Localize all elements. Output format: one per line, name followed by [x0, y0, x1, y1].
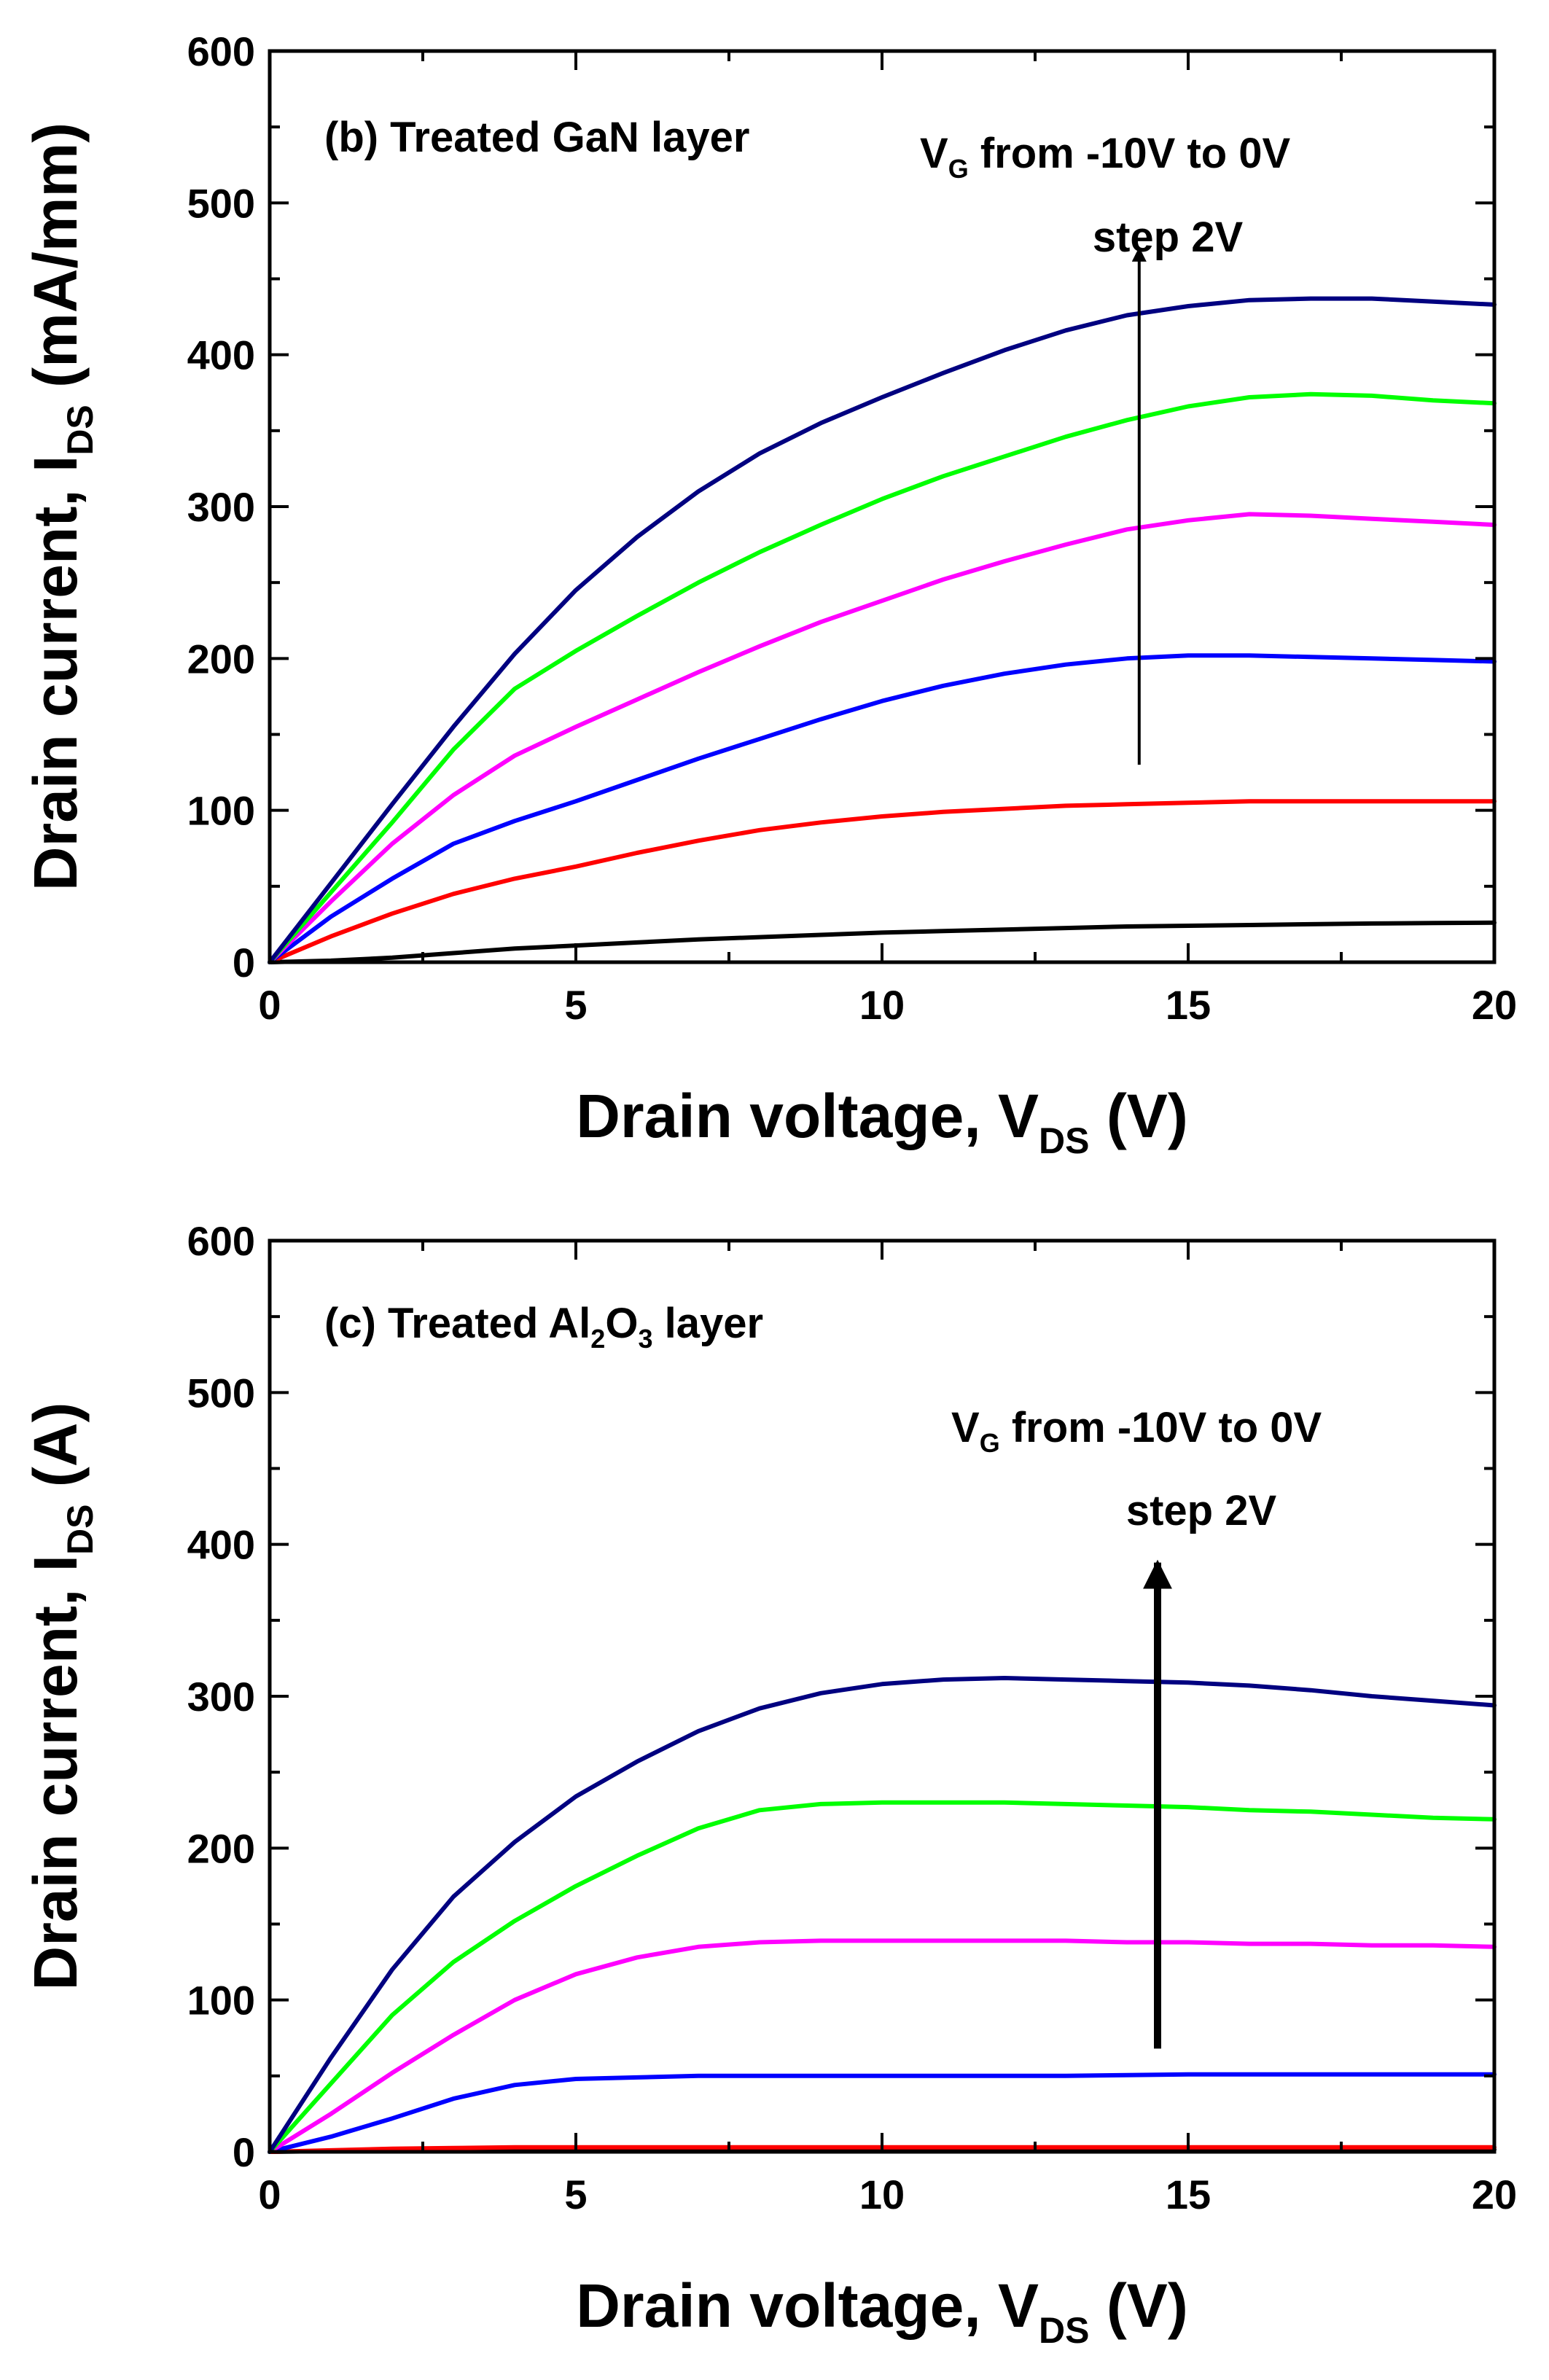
- y-tick-label-c: 500: [187, 1370, 255, 1416]
- series-line-b-5: [268, 296, 1497, 964]
- plot-frame-b: [268, 49, 1497, 964]
- x-tick-label-b: 5: [564, 982, 587, 1028]
- series-line-c-4: [268, 1800, 1497, 2154]
- y-tick-label-b: 300: [187, 484, 255, 530]
- plot-frame-c: [268, 1238, 1497, 2154]
- x-tick-label-b: 20: [1472, 982, 1517, 1028]
- y-tick-label-b: 100: [187, 788, 255, 834]
- y-tick-label-b: 0: [233, 940, 255, 986]
- y-tick-label-b: 200: [187, 636, 255, 682]
- plot-area-b: [268, 296, 1497, 964]
- y-axis-title-c: Drain current, IDS (A): [21, 1402, 101, 1991]
- y-tick-label-b: 600: [187, 28, 255, 74]
- series-line-c-5: [268, 1676, 1497, 2154]
- plot-area-c: [268, 1676, 1497, 2154]
- annotation-step-c: step 2V: [1126, 1487, 1277, 1534]
- panel-label-c: (c) Treated Al2O3 layer: [324, 1300, 763, 1354]
- x-axis-title-c: Drain voltage, VDS (V): [576, 2271, 1188, 2351]
- series-line-c-2: [268, 2072, 1497, 2154]
- x-tick-label-b: 10: [859, 982, 905, 1028]
- annotation-vg-b: VG from -10V to 0V: [920, 130, 1291, 184]
- x-tick-label-c: 10: [859, 2172, 905, 2217]
- x-tick-label-b: 0: [258, 982, 281, 1028]
- panel-label-b: (b) Treated GaN layer: [324, 114, 749, 161]
- series-line-b-3: [268, 512, 1497, 964]
- annotation-step-b: step 2V: [1093, 214, 1244, 261]
- y-tick-label-c: 300: [187, 1674, 255, 1720]
- series-line-b-1: [268, 799, 1497, 964]
- x-tick-label-c: 15: [1166, 2172, 1211, 2217]
- y-tick-label-c: 400: [187, 1522, 255, 1568]
- y-tick-label-c: 600: [187, 1218, 255, 1264]
- series-line-c-3: [268, 1938, 1497, 2154]
- series-line-b-0: [268, 920, 1497, 964]
- x-tick-label-c: 0: [258, 2172, 281, 2217]
- x-tick-label-b: 15: [1166, 982, 1211, 1028]
- y-tick-label-c: 0: [233, 2129, 255, 2175]
- y-tick-label-c: 100: [187, 1978, 255, 2024]
- x-tick-label-c: 5: [564, 2172, 587, 2217]
- series-line-b-4: [268, 391, 1497, 964]
- series-line-b-2: [268, 653, 1497, 964]
- y-axis-title-b: Drain current, IDS (mA/mm): [21, 122, 101, 891]
- y-tick-label-b: 500: [187, 180, 255, 226]
- x-tick-label-c: 20: [1472, 2172, 1517, 2217]
- annotation-vg-c: VG from -10V to 0V: [951, 1404, 1322, 1458]
- y-tick-label-c: 200: [187, 1825, 255, 1871]
- y-tick-label-b: 400: [187, 332, 255, 378]
- x-axis-title-b: Drain voltage, VDS (V): [576, 1082, 1188, 1161]
